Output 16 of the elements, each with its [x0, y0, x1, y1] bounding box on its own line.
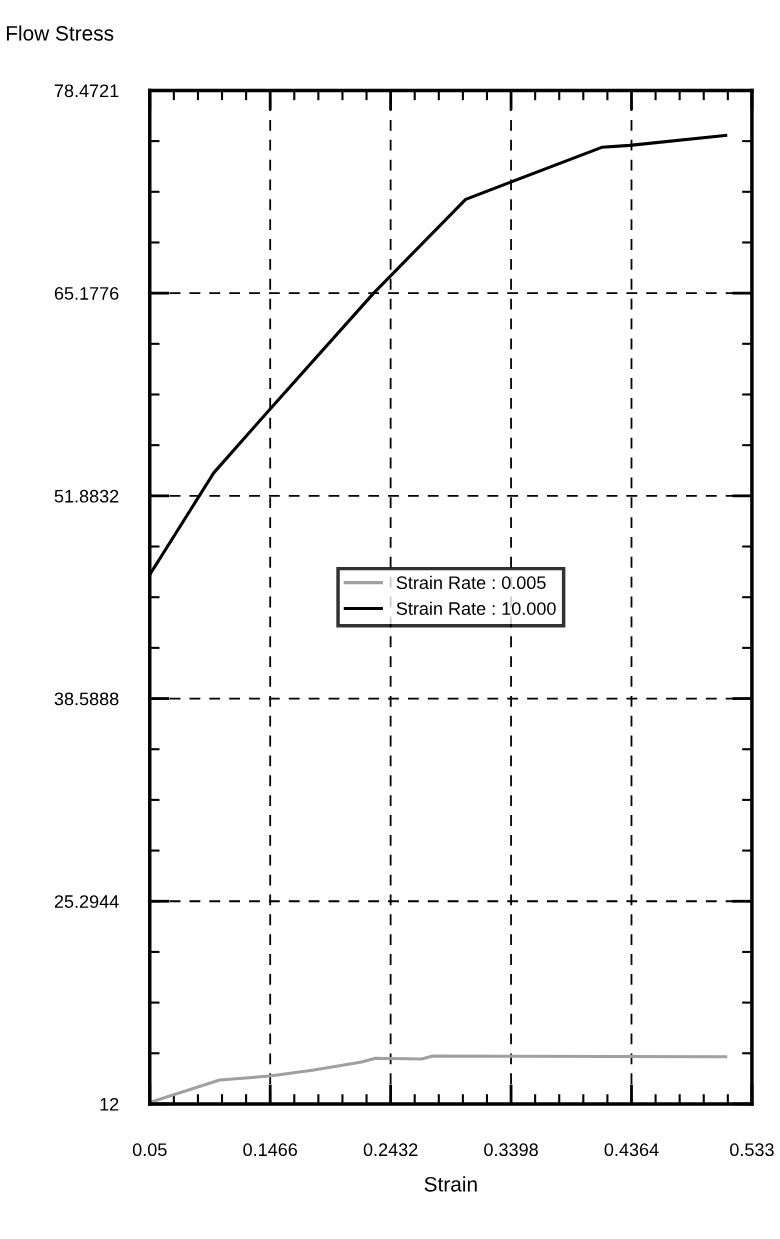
y-tick-label: 65.1776 [54, 287, 119, 300]
x-tick-label: 0.4364 [604, 1143, 659, 1157]
x-tick-label: 0.533 [730, 1143, 774, 1157]
y-tick-label: 25.2944 [54, 895, 119, 908]
legend-label: Strain Rate : 10.000 [396, 601, 556, 615]
y-tick-label: 38.5888 [54, 692, 119, 706]
x-axis-title: Strain [424, 1176, 477, 1192]
y-tick-label: 12 [100, 1097, 119, 1111]
y-tick-label: 51.8832 [54, 489, 119, 503]
y-tick-label: 78.4721 [54, 84, 119, 98]
x-tick-label: 0.05 [132, 1143, 167, 1157]
y-axis-title: Flow Stress [6, 25, 114, 41]
legend-label: Strain Rate : 0.005 [396, 575, 546, 590]
x-tick-label: 0.3398 [484, 1143, 538, 1157]
x-tick-label: 0.2432 [363, 1143, 418, 1157]
x-tick-label: 0.1466 [243, 1143, 298, 1157]
